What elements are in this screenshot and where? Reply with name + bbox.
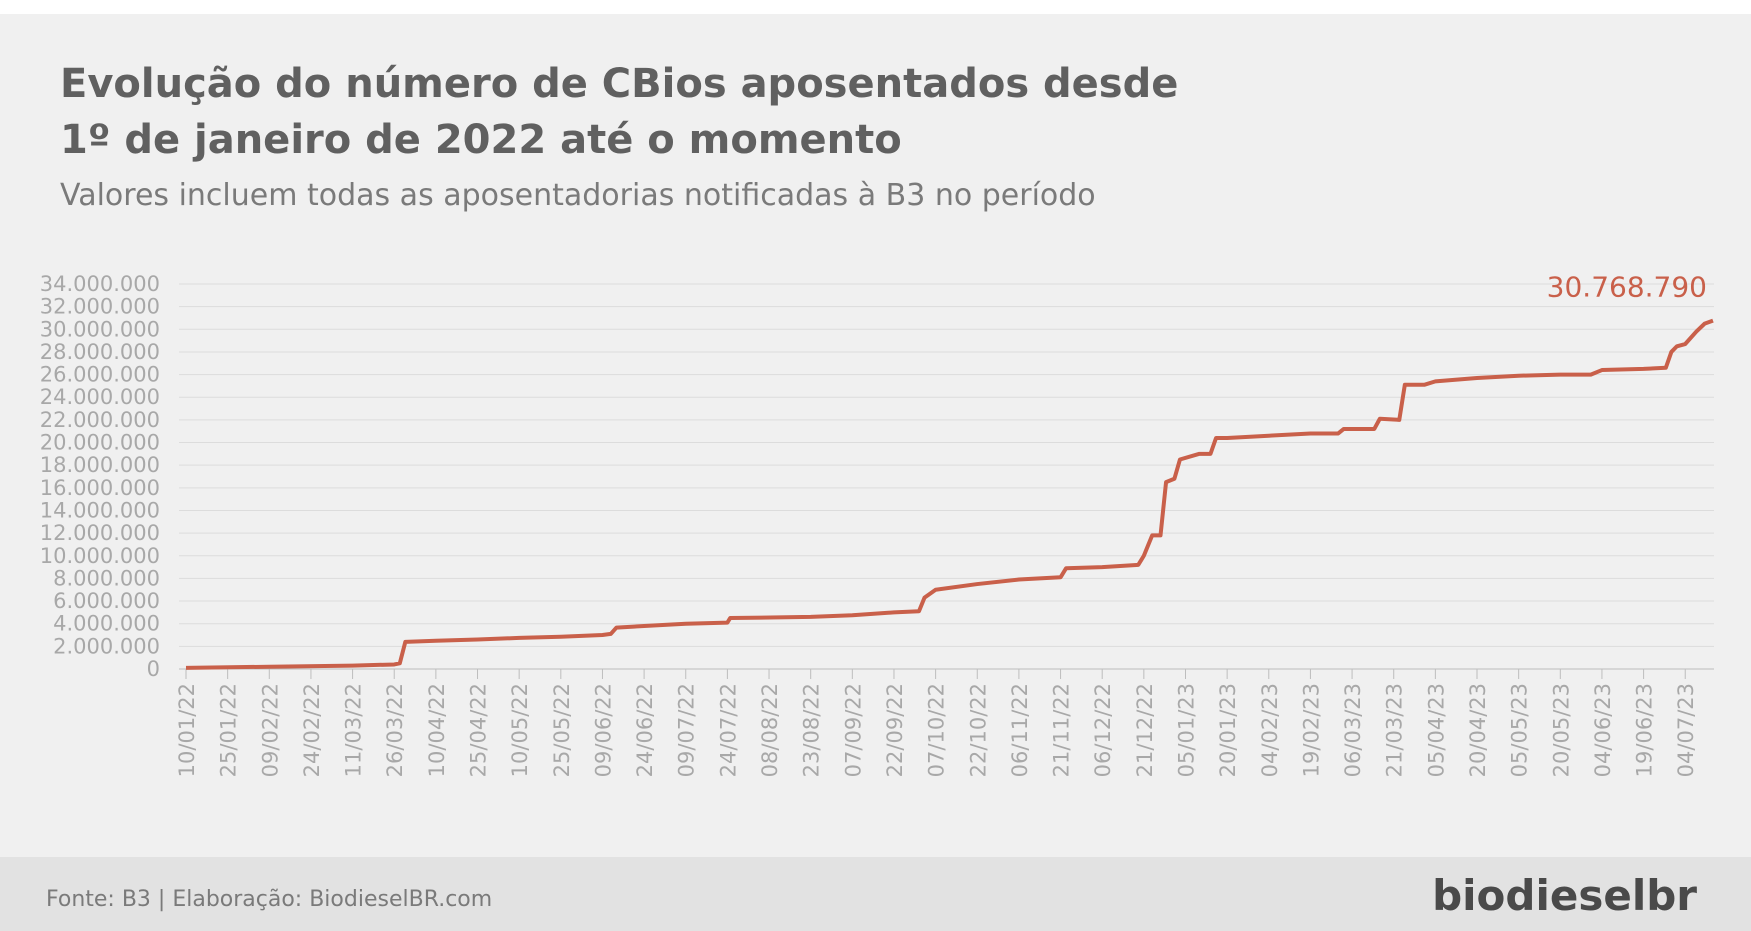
x-tick-label: 25/05/22 [550, 683, 574, 777]
y-tick-label: 30.000.000 [40, 317, 160, 341]
y-tick-label: 12.000.000 [40, 521, 160, 545]
y-tick-label: 18.000.000 [40, 453, 160, 477]
chart-subtitle: Valores incluem todas as aposentadorias … [60, 178, 1096, 213]
x-tick-label: 20/04/23 [1466, 683, 1490, 777]
x-tick-label: 19/06/23 [1633, 683, 1657, 777]
y-tick-label: 24.000.000 [40, 385, 160, 409]
x-tick-label: 07/09/22 [841, 683, 865, 777]
x-tick-label: 06/11/22 [1008, 683, 1032, 777]
x-tick-label: 09/06/22 [591, 683, 615, 777]
y-tick-label: 32.000.000 [40, 295, 160, 319]
x-tick-label: 05/05/23 [1508, 683, 1532, 777]
x-tick-label: 24/06/22 [633, 683, 657, 777]
source: Fonte: B3 | Elaboração: BiodieselBR.com [46, 887, 492, 912]
x-tick-label: 11/03/22 [342, 683, 366, 777]
x-tick-label: 19/02/23 [1299, 683, 1323, 777]
y-tick-label: 26.000.000 [40, 363, 160, 387]
x-tick-label: 20/01/23 [1216, 683, 1240, 777]
y-tick-label: 2.000.000 [53, 634, 160, 658]
y-tick-label: 20.000.000 [40, 431, 160, 455]
x-tick-label: 23/08/22 [800, 683, 824, 777]
line [185, 318, 1714, 670]
y-tick-label: 22.000.000 [40, 408, 160, 432]
x-tick-label: 08/08/22 [758, 683, 782, 777]
x-tick-label: 21/12/22 [1133, 683, 1157, 777]
x-tick-label: 04/06/23 [1591, 683, 1615, 777]
footer [0, 857, 1751, 931]
chart-title: Evolução do número de CBios aposentados … [60, 61, 1178, 107]
x-tick-label: 06/03/23 [1341, 683, 1365, 777]
x-tick-label: 22/10/22 [966, 683, 990, 777]
x-tick-label: 25/01/22 [217, 683, 241, 777]
x-tick-label: 22/09/22 [883, 683, 907, 777]
x-tick-label: 26/03/22 [383, 683, 407, 777]
x-tick-label: 05/01/23 [1174, 683, 1198, 777]
x-tick-label: 25/04/22 [467, 683, 491, 777]
x-tick-label: 09/07/22 [675, 683, 699, 777]
x-tick-label: 04/02/23 [1258, 683, 1282, 777]
y-tick-label: 34.000.000 [40, 272, 160, 296]
y-tick-label: 0 [147, 657, 160, 681]
chart-title: 1º de janeiro de 2022 até o momento [60, 117, 902, 163]
y-tick-label: 10.000.000 [40, 544, 160, 568]
x-tick-label: 04/07/23 [1674, 683, 1698, 777]
y-tick-label: 16.000.000 [40, 476, 160, 500]
x-tick-label: 21/03/23 [1383, 683, 1407, 777]
y-tick-label: 6.000.000 [53, 589, 160, 613]
y-tick-label: 8.000.000 [53, 566, 160, 590]
x-tick-label: 24/07/22 [716, 683, 740, 777]
x-tick-label: 21/11/22 [1050, 683, 1074, 777]
x-tick-label: 05/04/23 [1424, 683, 1448, 777]
x-tick-label: 10/04/22 [425, 683, 449, 777]
x-tick-label: 20/05/23 [1549, 683, 1573, 777]
y-tick-label: 14.000.000 [40, 498, 160, 522]
x-tick-label: 10/05/22 [508, 683, 532, 777]
background [0, 14, 1751, 857]
y-tick-label: 28.000.000 [40, 340, 160, 364]
x-tick-label: 06/12/22 [1091, 683, 1115, 777]
brand: biodieselbr [1432, 871, 1697, 920]
x-tick-label: 10/01/22 [175, 683, 199, 777]
x-tick-label: 07/10/22 [925, 683, 949, 777]
x-tick-label: 24/02/22 [300, 683, 324, 777]
x-tick-label: 09/02/22 [258, 683, 282, 777]
data-label: 30.768.790 [1547, 271, 1707, 304]
y-tick-label: 4.000.000 [53, 612, 160, 636]
